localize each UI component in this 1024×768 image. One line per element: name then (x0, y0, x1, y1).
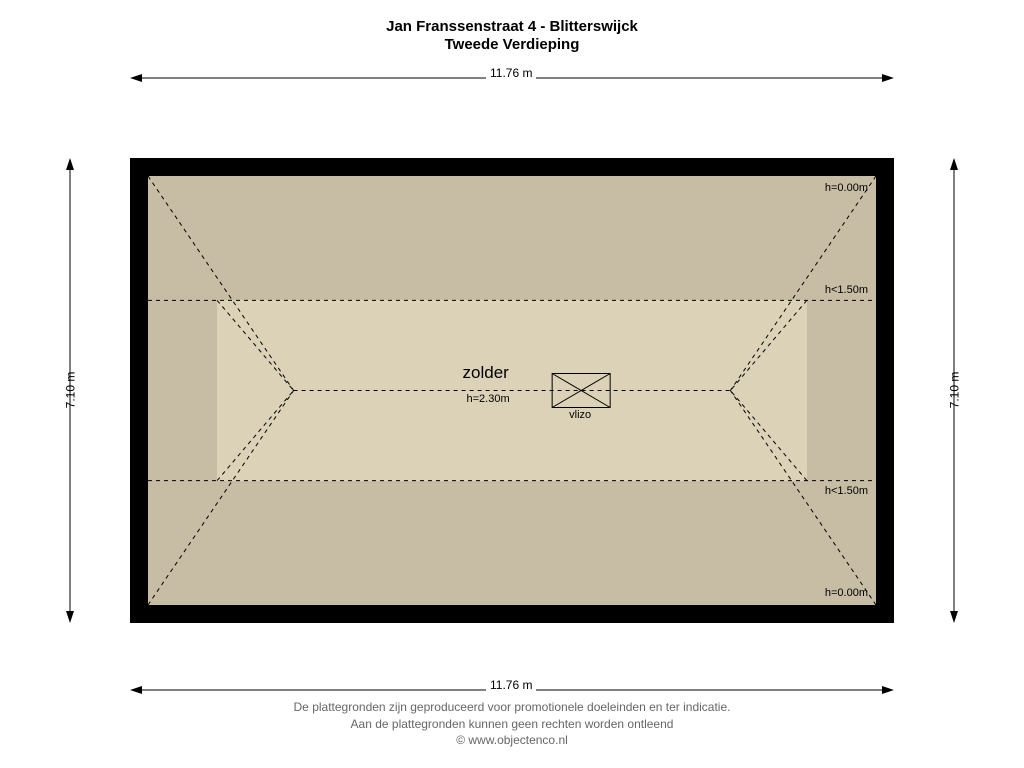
footer-line2: Aan de plattegronden kunnen geen rechten… (0, 716, 1024, 732)
height-label-tr: h=0.00m (825, 182, 868, 194)
dimension-right-label: 7.10 m (947, 368, 961, 413)
footer: De plattegronden zijn geproduceerd voor … (0, 699, 1024, 748)
footer-line3: © www.objectenco.nl (0, 732, 1024, 748)
hatch-label: vlizo (569, 409, 591, 421)
height-label-ur: h<1.50m (825, 284, 868, 296)
dimension-bottom-label: 11.76 m (486, 678, 536, 692)
footer-line1: De plattegronden zijn geproduceerd voor … (0, 699, 1024, 715)
title-address: Jan Franssenstraat 4 - Blitterswijck (0, 18, 1024, 35)
roof-lines (148, 176, 876, 605)
floorplan: h=0.00m h<1.50m h<1.50m h=0.00m zolder h… (130, 158, 894, 623)
room-name: zolder (463, 363, 509, 383)
ridge-height-label: h=2.30m (467, 393, 510, 405)
title-floor: Tweede Verdieping (0, 36, 1024, 53)
dimension-left-label: 7.10 m (63, 368, 77, 413)
height-label-lr: h<1.50m (825, 485, 868, 497)
title-block: Jan Franssenstraat 4 - Blitterswijck Twe… (0, 18, 1024, 53)
dimension-top-label: 11.76 m (486, 66, 536, 80)
height-label-br: h=0.00m (825, 587, 868, 599)
